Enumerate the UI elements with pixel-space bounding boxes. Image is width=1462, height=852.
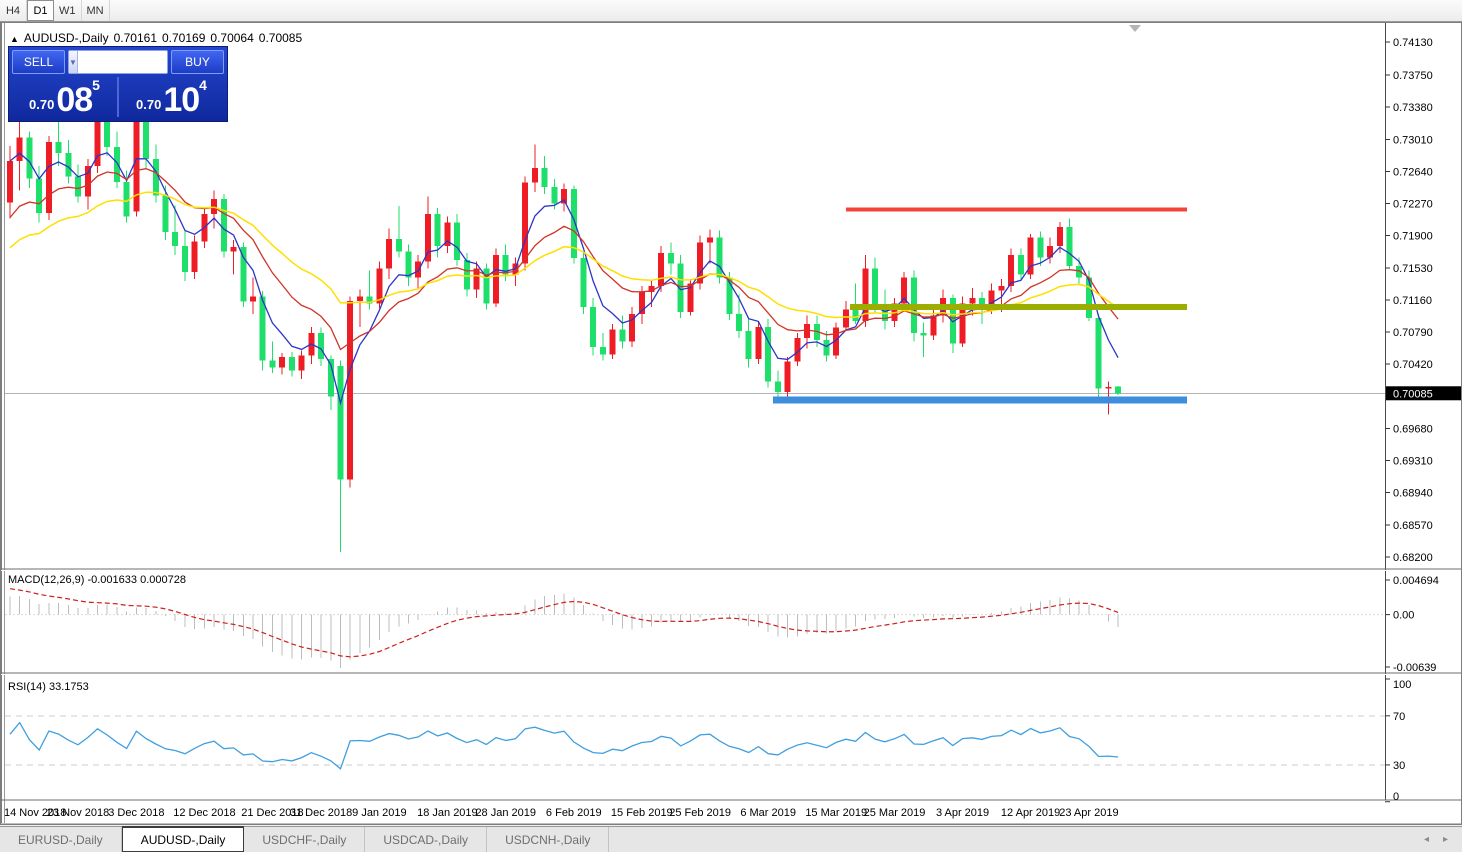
- symbol-tab-bar: EURUSD-,Daily AUDUSD-,Daily USDCHF-,Dail…: [0, 826, 1462, 852]
- svg-text:23 Apr 2019: 23 Apr 2019: [1059, 807, 1118, 819]
- svg-text:0.69310: 0.69310: [1393, 456, 1433, 468]
- svg-text:70: 70: [1393, 711, 1405, 723]
- scroll-to-end-icon: [1129, 25, 1141, 32]
- macd-label: MACD(12,26,9) -0.001633 0.000728: [8, 574, 186, 586]
- svg-text:21 Dec 2018: 21 Dec 2018: [241, 807, 303, 819]
- svg-text:0.70085: 0.70085: [1393, 388, 1433, 400]
- svg-text:0.71160: 0.71160: [1393, 295, 1432, 307]
- svg-text:18 Jan 2019: 18 Jan 2019: [417, 807, 478, 819]
- timeframe-toolbar: H4 D1 W1 MN: [0, 0, 1462, 22]
- chart-title: ▲ AUDUSD-,Daily 0.70161 0.70169 0.70064 0.700…: [10, 31, 307, 45]
- svg-text:0.73750: 0.73750: [1393, 70, 1433, 82]
- current-price-box: [1386, 386, 1461, 401]
- tab-usdcad-daily[interactable]: USDCAD-,Daily: [365, 827, 488, 852]
- tab-scroll-right-icon[interactable]: ▸: [1442, 834, 1448, 845]
- ohlc-open: 0.70161: [113, 31, 157, 45]
- collapse-triangle-icon[interactable]: ▲: [10, 34, 19, 44]
- chart-symbol-label: AUDUSD-,Daily: [23, 31, 109, 45]
- svg-text:28 Jan 2019: 28 Jan 2019: [475, 807, 536, 819]
- price-axis: 0.74130 0.73750 0.73380 0.73010 0.72640 0.722…: [1385, 37, 1461, 564]
- chart-window[interactable]: [0, 22, 1462, 825]
- svg-text:0.71530: 0.71530: [1393, 263, 1433, 275]
- volume-decrease-icon[interactable]: ▼: [69, 51, 78, 73]
- buy-price-pip: 4: [199, 77, 207, 93]
- macd-signal-line: [9, 588, 1119, 658]
- svg-text:0.004694: 0.004694: [1393, 575, 1439, 587]
- timeframe-mn-button[interactable]: MN: [82, 0, 110, 21]
- svg-text:3 Apr 2019: 3 Apr 2019: [936, 807, 989, 819]
- svg-text:30: 30: [1393, 760, 1405, 772]
- svg-text:0.73010: 0.73010: [1393, 134, 1433, 146]
- candles-layer: [7, 108, 1122, 552]
- tab-usdchf-daily[interactable]: USDCHF-,Daily: [244, 827, 366, 852]
- svg-text:23 Nov 2018: 23 Nov 2018: [47, 807, 109, 819]
- sell-price-big: 08: [56, 81, 93, 119]
- tab-eurusd-daily[interactable]: EURUSD-,Daily: [0, 827, 122, 852]
- svg-text:25 Mar 2019: 25 Mar 2019: [864, 807, 926, 819]
- svg-text:0: 0: [1393, 791, 1399, 803]
- volume-stepper: ▼ ▲: [68, 50, 168, 74]
- svg-text:0.72270: 0.72270: [1393, 199, 1433, 211]
- timeframe-d1-button[interactable]: D1: [27, 0, 54, 21]
- timeframe-w1-button[interactable]: W1: [54, 0, 82, 21]
- svg-text:0.68940: 0.68940: [1393, 488, 1433, 500]
- svg-text:12 Apr 2019: 12 Apr 2019: [1001, 807, 1060, 819]
- svg-text:0.72640: 0.72640: [1393, 166, 1433, 178]
- svg-text:0.00: 0.00: [1393, 610, 1414, 622]
- svg-text:0.73380: 0.73380: [1393, 102, 1433, 114]
- svg-text:0.74130: 0.74130: [1393, 37, 1433, 49]
- one-click-trade-panel: SELL ▼ ▲ BUY 0.70 08 5 0.70 10 4: [8, 46, 228, 122]
- svg-text:0.70790: 0.70790: [1393, 327, 1433, 339]
- rsi-label: RSI(14) 33.1753: [8, 681, 89, 693]
- sell-button[interactable]: SELL: [12, 50, 65, 74]
- svg-text:15 Feb 2019: 15 Feb 2019: [611, 807, 673, 819]
- tab-audusd-daily[interactable]: AUDUSD-,Daily: [121, 826, 245, 852]
- ohlc-low: 0.70064: [210, 31, 254, 45]
- buy-price-base: 0.70: [136, 97, 162, 112]
- sell-price-tile[interactable]: 0.70 08 5: [12, 77, 119, 117]
- main-price-pane: [5, 108, 1385, 552]
- timeframe-h4-button[interactable]: H4: [0, 0, 27, 21]
- svg-text:12 Dec 2018: 12 Dec 2018: [173, 807, 235, 819]
- ohlc-high: 0.70169: [162, 31, 206, 45]
- svg-text:0.68570: 0.68570: [1393, 520, 1433, 532]
- buy-price-tile[interactable]: 0.70 10 4: [119, 77, 224, 117]
- svg-text:-0.00639: -0.00639: [1393, 662, 1436, 674]
- tab-scroll-nav: ◂ ▸: [1424, 827, 1462, 852]
- svg-text:15 Mar 2019: 15 Mar 2019: [805, 807, 867, 819]
- rsi-pane: [5, 715, 1385, 770]
- svg-text:0.69680: 0.69680: [1393, 423, 1433, 435]
- macd-histogram: [9, 593, 1119, 669]
- svg-text:100: 100: [1393, 679, 1411, 691]
- sell-price-pip: 5: [92, 77, 100, 93]
- svg-text:6 Feb 2019: 6 Feb 2019: [546, 807, 602, 819]
- svg-text:6 Mar 2019: 6 Mar 2019: [740, 807, 796, 819]
- rsi-line: [9, 721, 1119, 770]
- buy-price-big: 10: [163, 81, 200, 119]
- tab-scroll-left-icon[interactable]: ◂: [1423, 834, 1429, 845]
- tab-usdcnh-daily[interactable]: USDCNH-,Daily: [487, 827, 610, 852]
- svg-text:14 Nov 2018: 14 Nov 2018: [4, 807, 66, 819]
- svg-text:0.71900: 0.71900: [1393, 231, 1433, 243]
- sell-price-base: 0.70: [29, 97, 55, 112]
- ma-slow-line: [9, 191, 1119, 319]
- svg-text:3 Dec 2018: 3 Dec 2018: [108, 807, 164, 819]
- svg-text:31 Dec 2018: 31 Dec 2018: [290, 807, 352, 819]
- svg-text:25 Feb 2019: 25 Feb 2019: [669, 807, 731, 819]
- svg-text:0.68200: 0.68200: [1393, 552, 1433, 564]
- buy-button[interactable]: BUY: [171, 50, 224, 74]
- ohlc-close: 0.70085: [258, 31, 303, 45]
- svg-text:0.70420: 0.70420: [1393, 359, 1433, 371]
- svg-text:9 Jan 2019: 9 Jan 2019: [352, 807, 406, 819]
- macd-pane: [5, 588, 1385, 669]
- volume-input[interactable]: [77, 51, 167, 73]
